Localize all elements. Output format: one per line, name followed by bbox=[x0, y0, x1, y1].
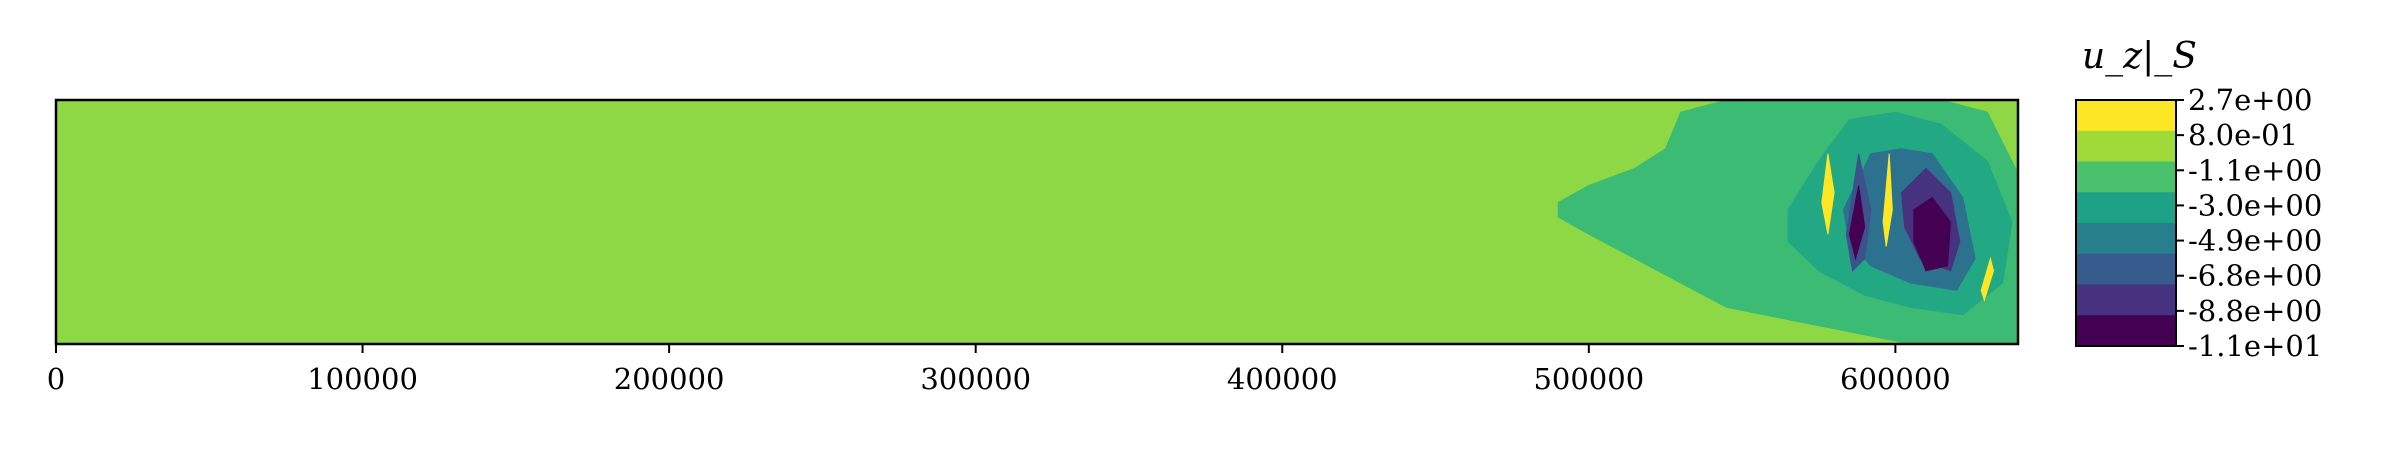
x-axis: 0 100000 200000 300000 400000 500000 600000 bbox=[47, 344, 1951, 396]
plot-area bbox=[54, 98, 2020, 346]
colorbar-tick-label: -1.1e+01 bbox=[2188, 329, 2322, 363]
contour-features bbox=[1557, 100, 2018, 344]
colorbar-labels: 2.7e+008.0e-01-1.1e+00-3.0e+00-4.9e+00-6… bbox=[2176, 83, 2322, 363]
colorbar-band bbox=[2076, 161, 2176, 193]
contour-region-stripe-high-2 bbox=[1882, 153, 1893, 247]
colorbar-tick-label: -6.8e+00 bbox=[2188, 259, 2322, 293]
colorbar-tick-label: -1.1e+00 bbox=[2188, 153, 2322, 187]
colorbar-tick-label: 2.7e+00 bbox=[2188, 83, 2312, 117]
colorbar-band bbox=[2076, 192, 2176, 224]
contour-region-stripe-high-1 bbox=[1821, 153, 1835, 235]
colorbar-band bbox=[2076, 253, 2176, 285]
x-tick-label: 200000 bbox=[614, 362, 725, 396]
x-tick-label: 0 bbox=[47, 362, 65, 396]
colorbar-band bbox=[2076, 315, 2176, 347]
colorbar-band bbox=[2076, 223, 2176, 255]
colorbar: u_z|_S 2.7e+008.0e-01-1.1e+00-3.0e+00-4.… bbox=[2075, 36, 2322, 363]
contour-region-stripe-low-2 bbox=[1848, 185, 1866, 261]
colorbar-title: u_z|_S bbox=[2082, 36, 2197, 77]
contour-region-wake-min bbox=[1913, 196, 1952, 272]
colorbar-tick-label: -8.8e+00 bbox=[2188, 294, 2322, 328]
plot-frame bbox=[54, 98, 2020, 346]
colorbar-bands bbox=[2075, 99, 2177, 347]
colorbar-frame bbox=[2075, 99, 2177, 347]
x-tick-label: 100000 bbox=[307, 362, 418, 396]
x-tick-label: 400000 bbox=[1227, 362, 1338, 396]
colorbar-band bbox=[2076, 284, 2176, 316]
contour-region-stripe-high-3 bbox=[1980, 256, 1995, 302]
colorbar-tick-label: -4.9e+00 bbox=[2188, 224, 2322, 258]
colorbar-tick-label: -3.0e+00 bbox=[2188, 188, 2322, 222]
x-tick-label: 500000 bbox=[1533, 362, 1644, 396]
x-tick-label: 600000 bbox=[1840, 362, 1951, 396]
x-tick-label: 300000 bbox=[920, 362, 1031, 396]
colorbar-tick-label: 8.0e-01 bbox=[2188, 118, 2298, 152]
colorbar-band bbox=[2076, 130, 2176, 162]
colorbar-band bbox=[2076, 100, 2176, 132]
